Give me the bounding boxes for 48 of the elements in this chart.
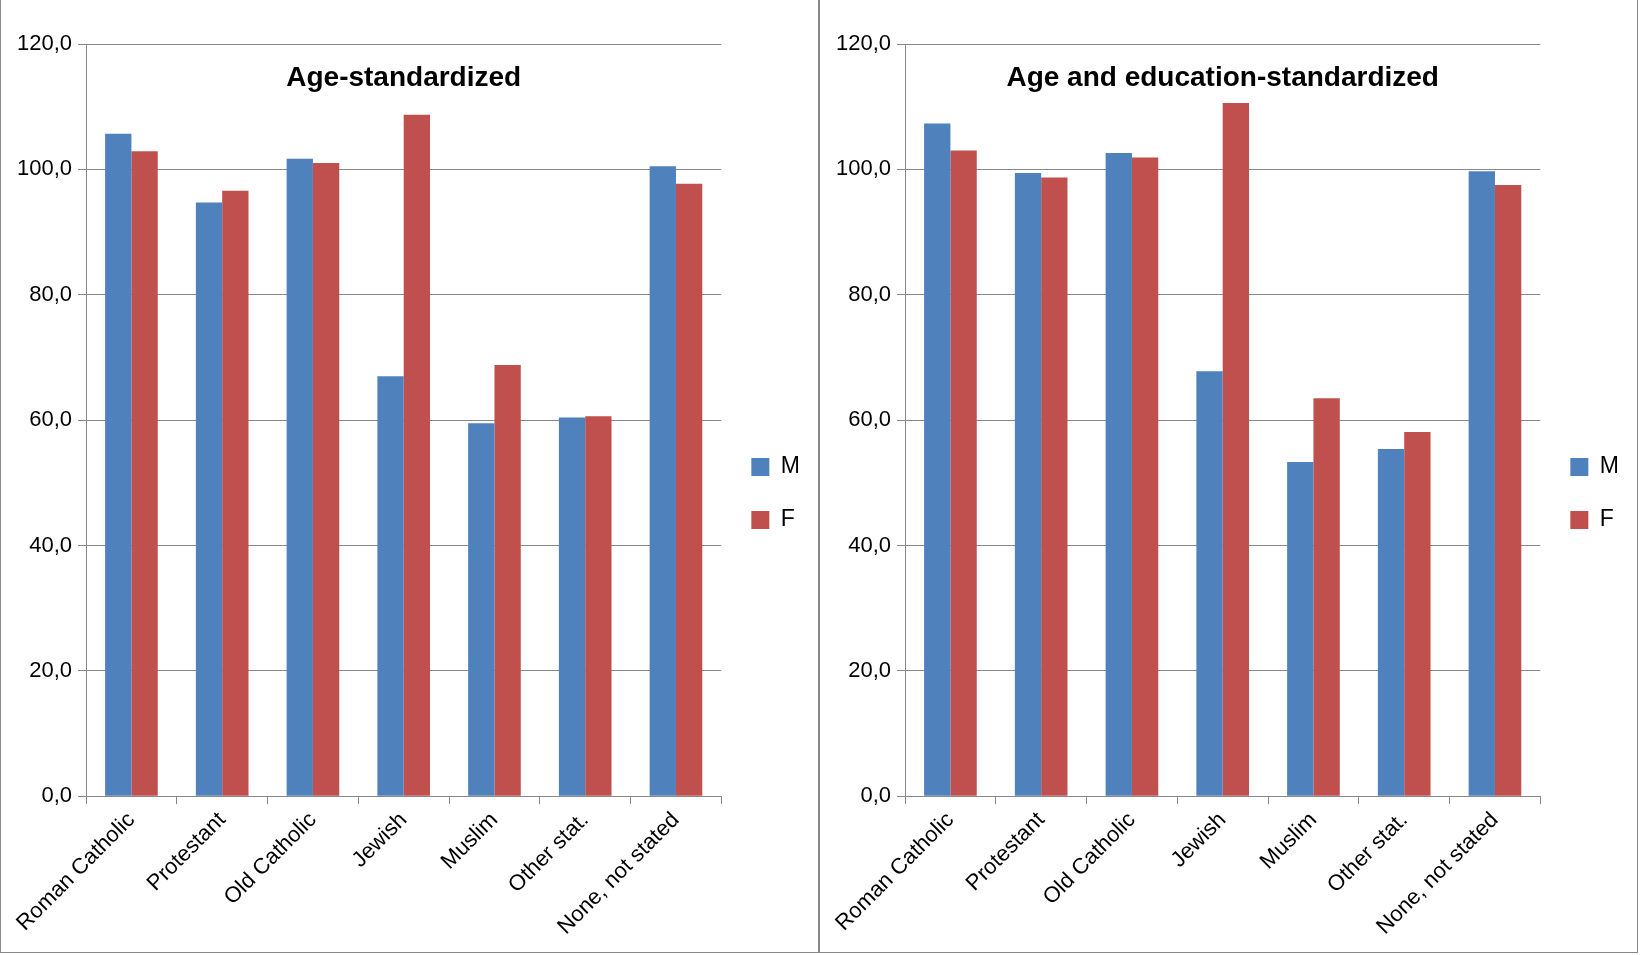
y-tick-label: 40,0 bbox=[29, 531, 73, 557]
legend-label: F bbox=[1599, 505, 1614, 532]
bar bbox=[286, 158, 313, 796]
bar bbox=[1014, 173, 1042, 796]
bar bbox=[558, 417, 586, 796]
bar bbox=[468, 423, 495, 796]
text: Age-standardized bbox=[286, 60, 522, 92]
y-tick-label: 40,0 bbox=[848, 531, 892, 557]
bar bbox=[494, 364, 521, 796]
bar bbox=[950, 150, 977, 796]
bar bbox=[1377, 448, 1405, 796]
y-tick-label: 120,0 bbox=[16, 30, 73, 56]
y-tick-label: 20,0 bbox=[848, 656, 892, 682]
bar bbox=[1494, 185, 1522, 796]
bar bbox=[1105, 153, 1132, 796]
bar bbox=[649, 166, 676, 796]
text: Age and education-standardized bbox=[1006, 60, 1439, 92]
bar bbox=[1196, 371, 1223, 796]
legend-label: M bbox=[1599, 452, 1620, 479]
bar bbox=[1287, 462, 1314, 796]
bar bbox=[1131, 157, 1159, 796]
bar bbox=[105, 133, 132, 796]
y-tick-label: 80,0 bbox=[29, 280, 73, 306]
y-tick-label: 0,0 bbox=[41, 782, 73, 808]
y-tick-label: 80,0 bbox=[848, 280, 892, 306]
y-tick-label: 60,0 bbox=[29, 406, 73, 432]
bar bbox=[1468, 171, 1495, 796]
bar bbox=[403, 114, 431, 796]
bar bbox=[1222, 102, 1250, 796]
bar bbox=[1041, 177, 1068, 796]
y-tick-label: 120,0 bbox=[835, 30, 892, 56]
bar bbox=[675, 183, 703, 796]
y-tick-label: 0,0 bbox=[860, 782, 892, 808]
bar bbox=[1404, 432, 1431, 796]
bar bbox=[377, 376, 404, 796]
y-tick-label: 100,0 bbox=[835, 155, 892, 181]
bar bbox=[312, 163, 340, 796]
y-tick-label: 20,0 bbox=[29, 656, 73, 682]
legend-label: F bbox=[780, 505, 795, 532]
bar bbox=[222, 190, 249, 796]
bar bbox=[195, 202, 223, 796]
bar bbox=[924, 123, 951, 796]
y-tick-label: 60,0 bbox=[848, 406, 892, 432]
bar bbox=[131, 151, 158, 796]
bar bbox=[585, 416, 612, 796]
y-tick-label: 100,0 bbox=[16, 155, 73, 181]
bar bbox=[1313, 398, 1340, 796]
legend-label: M bbox=[780, 452, 801, 479]
